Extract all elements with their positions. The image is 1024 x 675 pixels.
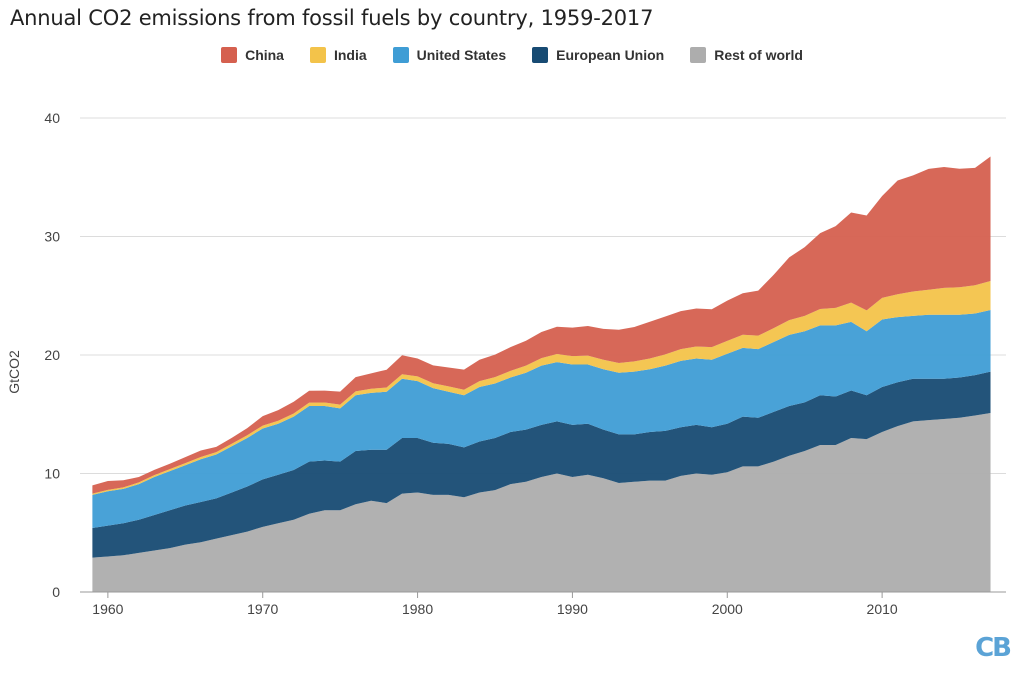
legend-label-united-states: United States xyxy=(416,47,507,63)
chart-title: Annual CO2 emissions from fossil fuels b… xyxy=(10,6,654,30)
legend-item-european-union[interactable]: European Union xyxy=(532,47,664,63)
legend-label-india: India xyxy=(333,47,367,63)
legend: China India United States European Union Res… xyxy=(0,47,1024,63)
x-tick-label-1960: 1960 xyxy=(92,601,123,617)
legend-swatch-india xyxy=(309,47,326,63)
carbon-brief-logo: CB xyxy=(975,633,1012,663)
x-tick-label-2010: 2010 xyxy=(867,601,898,617)
y-tick-label-40: 40 xyxy=(44,110,60,126)
y-tick-label-10: 10 xyxy=(44,466,60,482)
legend-swatch-rest-of-world xyxy=(690,47,707,63)
legend-swatch-european-union xyxy=(532,47,549,63)
y-tick-label-30: 30 xyxy=(44,229,60,245)
area-united-states xyxy=(92,309,991,529)
legend-label-rest-of-world: Rest of world xyxy=(714,47,803,63)
legend-item-united-states[interactable]: United States xyxy=(392,47,507,63)
y-tick-label-0: 0 xyxy=(52,584,60,600)
legend-label-european-union: European Union xyxy=(556,47,665,63)
legend-label-china: China xyxy=(245,47,284,63)
area-india xyxy=(92,280,991,495)
area-rest-of-world xyxy=(92,413,991,592)
x-tick-label-1980: 1980 xyxy=(402,601,433,617)
x-tick-label-1990: 1990 xyxy=(557,601,588,617)
legend-swatch-united-states xyxy=(392,47,409,63)
area-china xyxy=(92,156,991,494)
area-european-union xyxy=(92,371,991,558)
legend-swatch-china xyxy=(221,47,238,63)
legend-item-china[interactable]: China xyxy=(221,47,284,63)
x-tick-label-1970: 1970 xyxy=(247,601,278,617)
y-tick-label-20: 20 xyxy=(44,347,60,363)
x-tick-label-2000: 2000 xyxy=(712,601,743,617)
legend-item-india[interactable]: India xyxy=(309,47,367,63)
legend-item-rest-of-world[interactable]: Rest of world xyxy=(690,47,803,63)
